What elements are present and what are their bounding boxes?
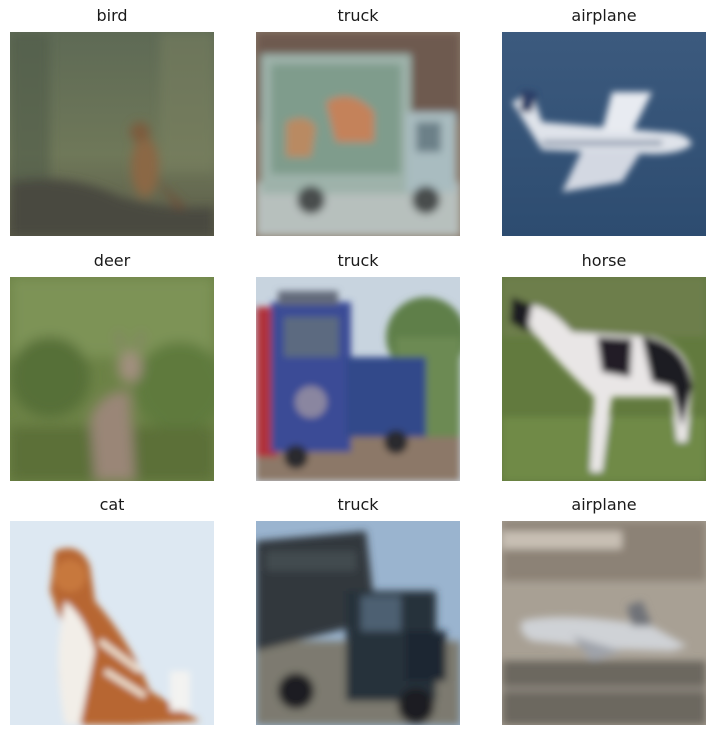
image-label: deer — [10, 245, 214, 277]
image-label: horse — [502, 245, 706, 277]
truck-image — [256, 521, 460, 725]
cat-image — [10, 521, 214, 725]
image-label: cat — [10, 489, 214, 521]
horse-image — [502, 277, 706, 481]
image-label: airplane — [502, 0, 706, 32]
airplane-image — [502, 521, 706, 725]
image-label: truck — [256, 489, 460, 521]
image-label: airplane — [502, 489, 706, 521]
deer-image — [10, 277, 214, 481]
image-label: truck — [256, 245, 460, 277]
bird-image — [10, 32, 214, 236]
airplane-image — [502, 32, 706, 236]
truck-image — [256, 32, 460, 236]
image-label: truck — [256, 0, 460, 32]
image-label: bird — [10, 0, 214, 32]
truck-image — [256, 277, 460, 481]
